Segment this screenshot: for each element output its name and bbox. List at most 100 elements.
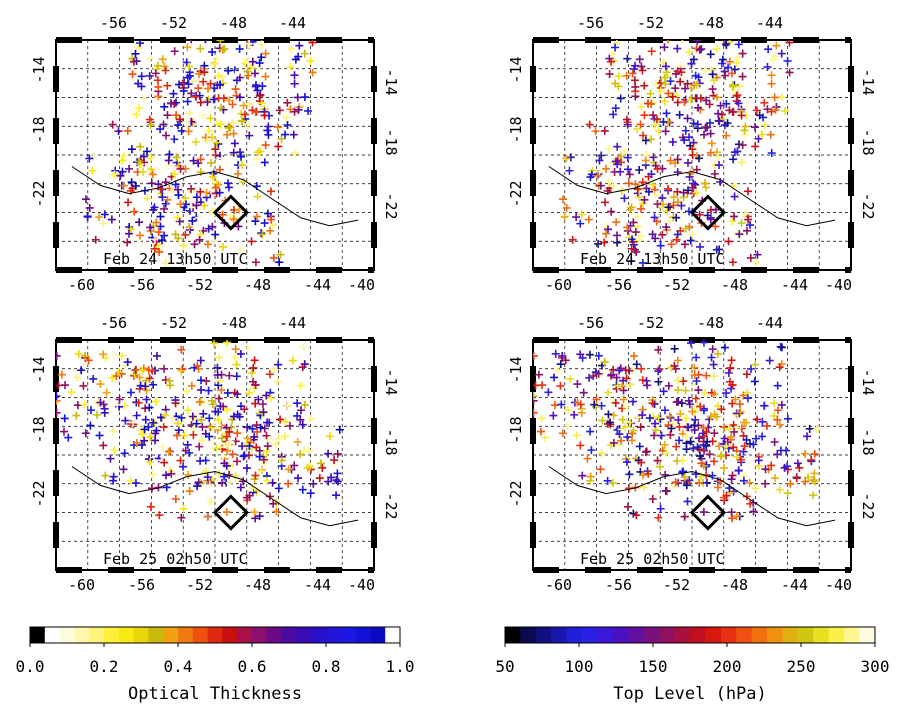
retrieval-marker	[585, 120, 594, 129]
retrieval-marker	[57, 370, 66, 379]
retrieval-marker	[198, 422, 207, 431]
retrieval-marker	[618, 415, 627, 424]
retrieval-marker	[191, 92, 200, 101]
retrieval-marker	[327, 473, 336, 482]
left-tick-label: -14	[30, 56, 48, 83]
retrieval-marker	[544, 388, 553, 397]
retrieval-marker	[751, 360, 760, 369]
retrieval-marker	[754, 456, 763, 465]
retrieval-marker	[665, 412, 674, 421]
retrieval-marker	[218, 242, 227, 251]
retrieval-marker	[296, 450, 305, 459]
colorbar-tick-label: 0.0	[16, 657, 45, 676]
retrieval-marker	[632, 247, 641, 256]
retrieval-marker	[246, 119, 255, 128]
retrieval-marker	[198, 436, 207, 445]
retrieval-marker	[780, 463, 789, 472]
retrieval-marker	[570, 410, 579, 419]
retrieval-marker	[612, 157, 621, 166]
retrieval-marker	[689, 119, 698, 128]
retrieval-marker	[290, 149, 299, 158]
border-tick	[530, 418, 536, 444]
retrieval-marker	[284, 479, 293, 488]
retrieval-marker	[132, 411, 141, 420]
retrieval-marker	[202, 188, 211, 197]
retrieval-marker	[189, 156, 198, 165]
bottom-tick-label: -40	[348, 276, 375, 294]
top-tick-label: -44	[279, 314, 306, 332]
retrieval-marker	[289, 130, 298, 139]
retrieval-marker	[206, 114, 215, 123]
retrieval-marker	[253, 192, 262, 201]
retrieval-marker	[724, 237, 733, 246]
retrieval-marker	[183, 97, 192, 106]
retrieval-marker	[204, 84, 213, 93]
retrieval-marker	[228, 118, 237, 127]
retrieval-marker	[691, 94, 700, 103]
border-tick	[56, 337, 82, 343]
retrieval-marker	[783, 414, 792, 423]
retrieval-marker	[579, 388, 588, 397]
retrieval-marker	[710, 429, 719, 438]
retrieval-marker	[767, 461, 776, 470]
retrieval-marker	[685, 222, 694, 231]
retrieval-marker	[303, 463, 312, 472]
retrieval-marker	[136, 142, 145, 151]
retrieval-marker	[238, 161, 247, 170]
retrieval-marker	[676, 409, 685, 418]
retrieval-marker	[176, 200, 185, 209]
retrieval-marker	[737, 158, 746, 167]
retrieval-marker	[664, 40, 673, 44]
border-tick	[530, 170, 536, 196]
retrieval-marker	[193, 482, 202, 491]
retrieval-marker	[692, 80, 701, 89]
retrieval-marker	[215, 80, 224, 89]
colorbar-swatch	[597, 627, 614, 643]
bottom-tick-label: -44	[304, 276, 331, 294]
retrieval-marker	[126, 225, 135, 234]
colorbar-swatch	[59, 627, 75, 643]
retrieval-marker	[146, 153, 155, 162]
retrieval-marker	[721, 40, 730, 44]
top-tick-label: -56	[100, 14, 127, 32]
border-tick	[264, 337, 290, 343]
retrieval-marker	[725, 424, 734, 433]
retrieval-marker	[613, 142, 622, 151]
retrieval-marker	[197, 415, 206, 424]
retrieval-marker	[561, 356, 570, 365]
retrieval-marker	[195, 398, 204, 407]
retrieval-marker	[81, 429, 90, 438]
retrieval-marker	[765, 356, 774, 365]
retrieval-marker	[80, 400, 89, 409]
retrieval-marker	[232, 372, 241, 381]
retrieval-marker	[136, 238, 145, 247]
retrieval-marker	[604, 145, 613, 154]
retrieval-marker	[537, 414, 546, 423]
retrieval-marker	[332, 491, 341, 500]
retrieval-marker	[293, 438, 302, 447]
retrieval-marker	[152, 426, 161, 435]
retrieval-marker	[288, 356, 297, 365]
retrieval-marker	[576, 350, 585, 359]
retrieval-marker	[700, 388, 709, 397]
retrieval-marker	[760, 401, 769, 410]
left-tick-label: -14	[507, 356, 525, 383]
retrieval-marker	[177, 377, 186, 386]
retrieval-marker	[706, 215, 715, 224]
retrieval-marker	[229, 50, 238, 59]
retrieval-marker	[775, 363, 784, 372]
top-tick-label: -48	[220, 14, 247, 32]
retrieval-marker	[734, 229, 743, 238]
retrieval-marker	[556, 360, 565, 369]
retrieval-marker	[264, 122, 273, 131]
retrieval-marker	[109, 427, 118, 436]
retrieval-marker	[260, 158, 269, 167]
retrieval-marker	[257, 40, 266, 49]
border-tick	[53, 366, 59, 392]
retrieval-marker	[702, 427, 711, 436]
retrieval-marker	[163, 111, 172, 120]
border-tick	[530, 366, 536, 392]
retrieval-marker	[330, 456, 339, 465]
retrieval-marker	[269, 499, 278, 508]
retrieval-marker	[730, 427, 739, 436]
